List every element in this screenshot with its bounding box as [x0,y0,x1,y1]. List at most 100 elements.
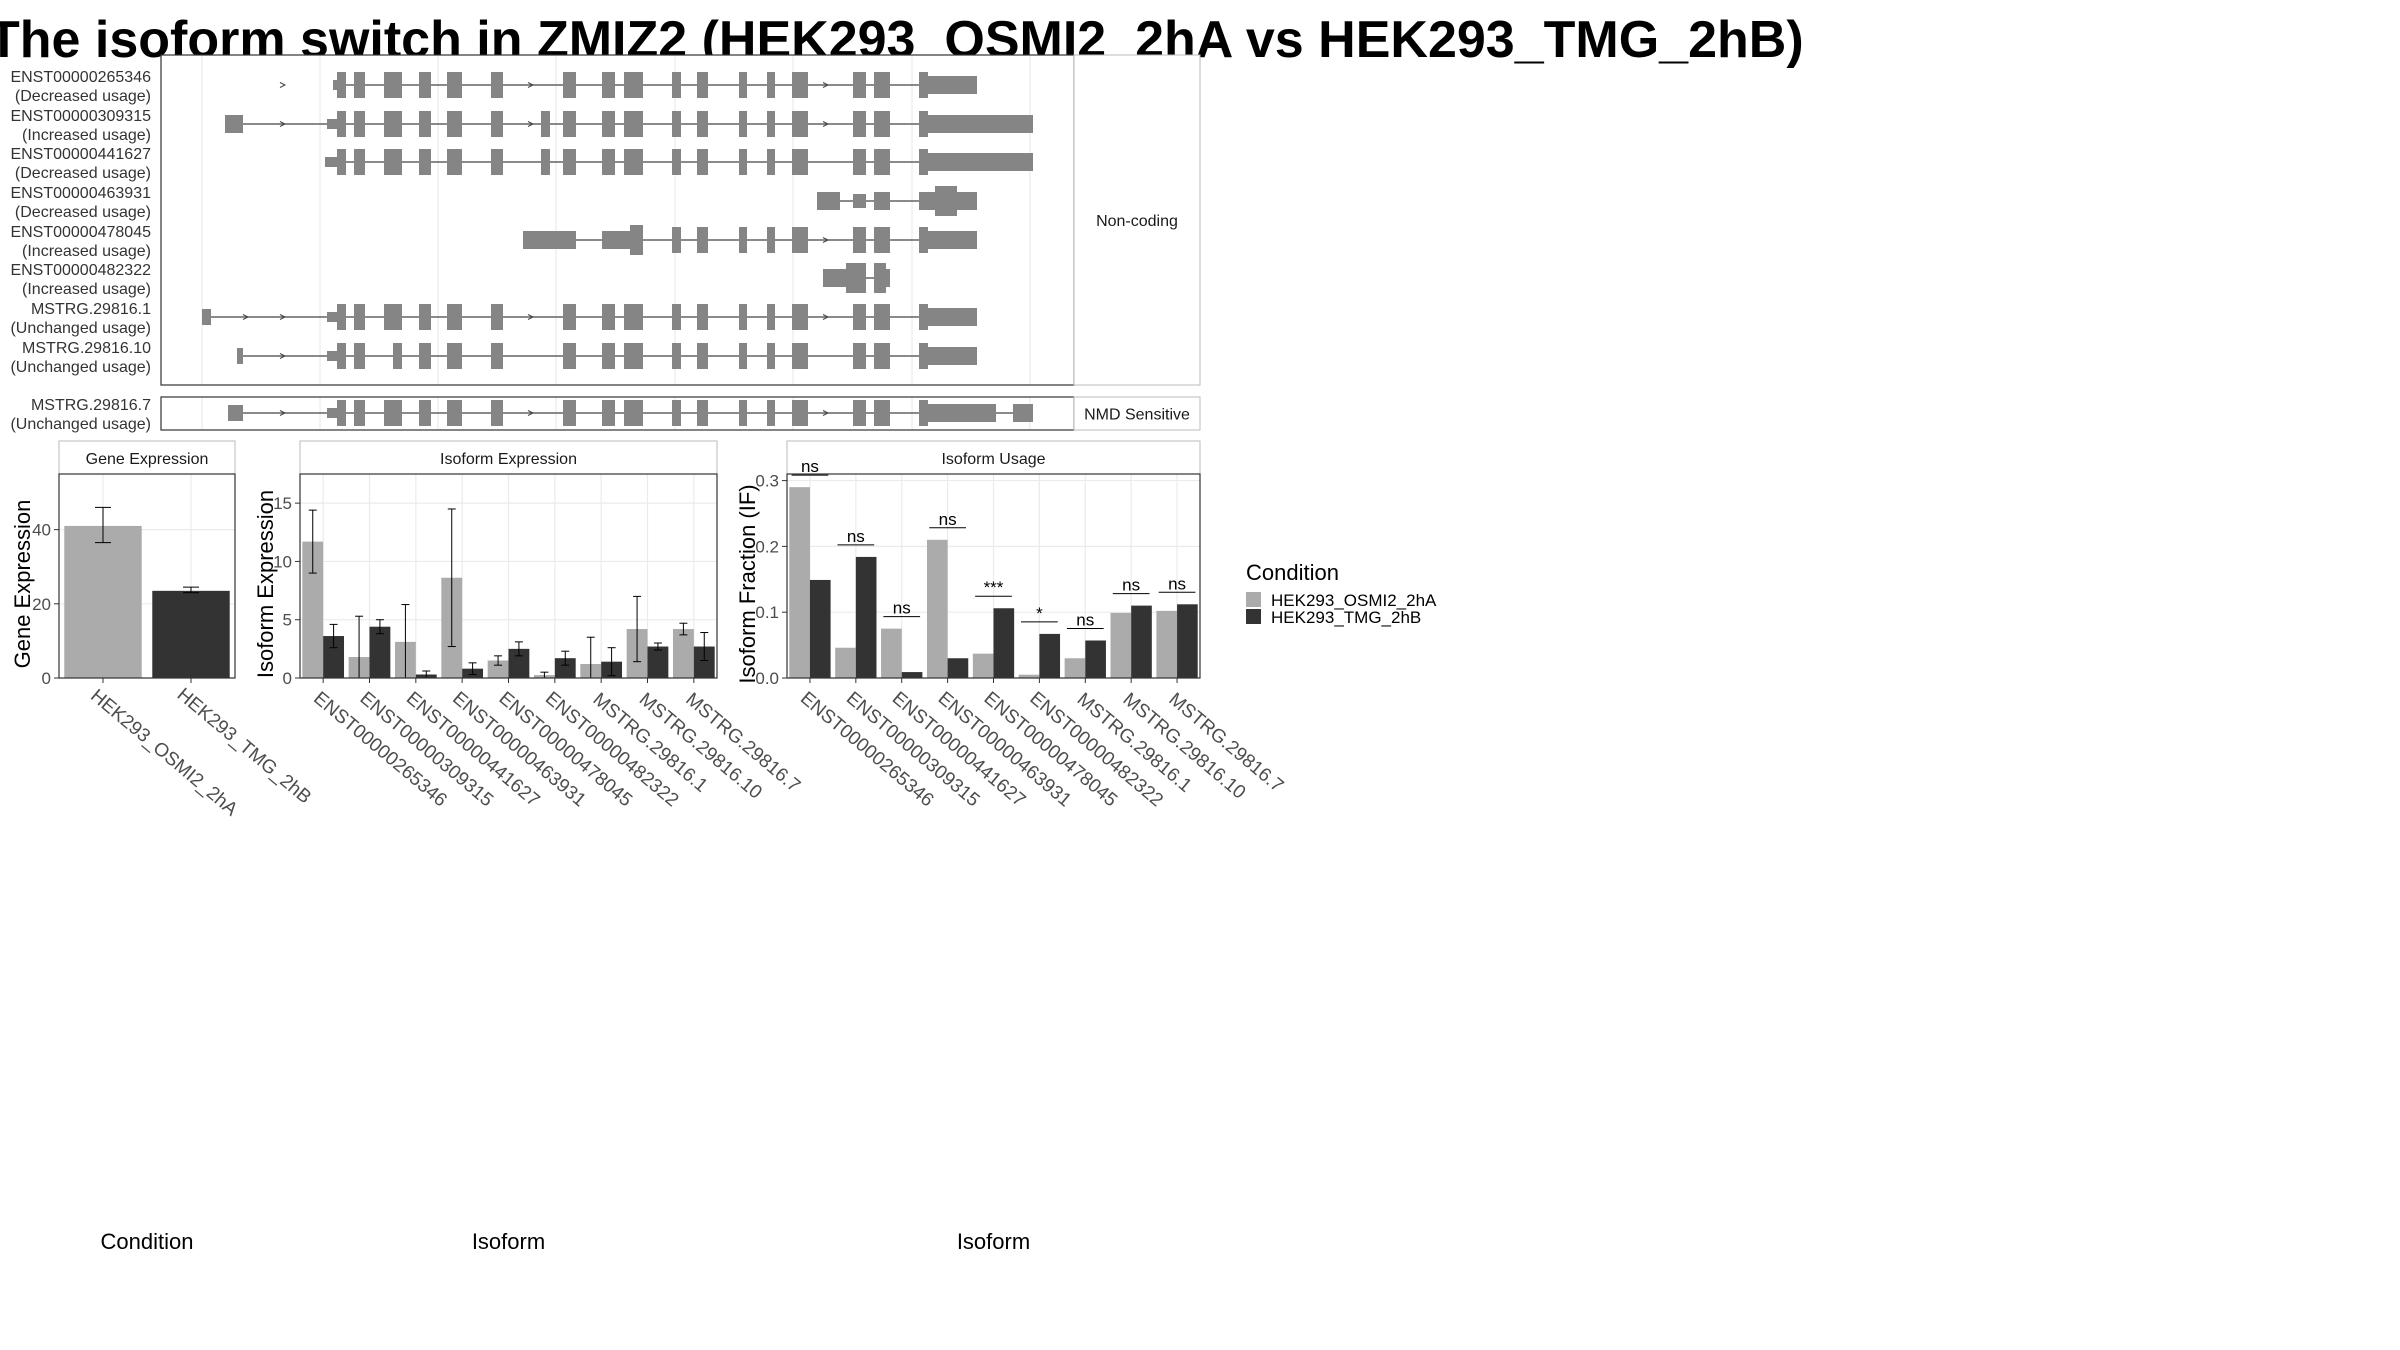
exon-block [602,111,615,137]
transcript-id-label: ENST00000463931 [10,185,151,202]
exon-block [739,72,747,98]
exon-block [384,304,402,330]
bar [64,525,142,678]
legend-swatch [1246,592,1261,607]
y-tick-label: 10 [273,552,292,571]
x-axis-title: Condition [101,1229,194,1254]
exon-block [624,111,643,137]
exon-block [739,304,747,330]
bar [835,647,856,678]
strand-arrow [822,121,830,127]
bar [487,660,509,678]
y-tick-label: 0.3 [755,472,779,491]
exon-block [935,186,957,216]
exon-block [672,227,681,253]
exon-block [739,227,747,253]
y-tick-label: 40 [32,521,51,540]
exon-block [792,343,808,369]
strand-arrow [822,314,830,320]
exon-block [419,400,431,426]
exon-block [874,192,890,210]
strand-arrow [279,314,287,320]
exon-block [447,343,462,369]
exon-block [697,227,708,253]
exon-block [563,149,576,175]
transcript-row [225,111,1033,137]
transcript-id-label: ENST00000265346 [10,69,151,86]
transcript-id-label: MSTRG.29816.7 [31,397,151,414]
strand-arrow [279,121,287,127]
exon-block [739,400,747,426]
bar [152,590,230,678]
exon-block [874,263,886,293]
exon-block [354,72,365,98]
exon-block [491,149,503,175]
exon-block [602,343,615,369]
exon-block [393,343,402,369]
y-axis-title: Isoform Fraction (IF) [735,484,760,683]
chart-strip [299,440,718,475]
exon-block [624,72,643,98]
exon-block [767,111,775,137]
bar [881,628,902,678]
exon-block [491,72,503,98]
exon-block [853,227,866,253]
bar [1177,604,1198,678]
exon-block [447,400,462,426]
strand-arrow [279,353,287,359]
y-tick-label: 0.0 [755,669,779,688]
bar [1085,640,1106,678]
exon-block [624,149,643,175]
exon-block [384,149,402,175]
exon-block [919,192,935,210]
exon-block [624,304,643,330]
transcript-usage-label: (Decreased usage) [15,165,151,182]
bar [809,579,831,678]
transcript-id-label: ENST00000478045 [10,224,151,241]
exon-block [491,343,503,369]
bar [1131,605,1152,678]
y-tick-label: 0 [283,669,292,688]
strand-arrow [527,82,535,88]
strand-arrow [527,121,535,127]
exon-block [823,269,846,287]
exon-block [672,149,681,175]
exon-block [602,231,630,249]
chart-strip [58,440,236,475]
exon-block [384,111,402,137]
exon-block [327,119,337,129]
strip-box [1073,396,1201,431]
significance-label: ns [893,599,911,618]
strip-box [1073,54,1201,386]
exon-block [697,72,708,98]
x-axis-title: Isoform [472,1229,545,1254]
exon-block [767,72,775,98]
exon-block [792,149,808,175]
exon-block [672,111,681,137]
exon-block [563,304,576,330]
transcript-usage-label: (Increased usage) [22,127,151,144]
exon-block [853,343,866,369]
exon-block [792,111,808,137]
transcript-row [279,72,977,98]
exon-block [447,304,462,330]
transcript-usage-label: (Increased usage) [22,243,151,260]
strand-arrow [822,82,830,88]
bar [972,653,994,678]
strand-arrow [822,410,830,416]
exon-block [419,111,431,137]
exon-block [697,149,708,175]
bar [855,556,877,678]
legend-title: Condition [1246,560,1339,585]
y-tick-label: 20 [32,595,51,614]
chart-panel: Isoform Expression051015ENST00000265346E… [253,440,804,1254]
strand-arrow [822,237,830,243]
bar [993,608,1015,678]
exon-block [225,115,243,133]
exon-block [853,111,866,137]
exon-block [447,72,462,98]
exon-block [874,72,890,98]
exon-block [602,400,615,426]
exon-block [419,343,431,369]
